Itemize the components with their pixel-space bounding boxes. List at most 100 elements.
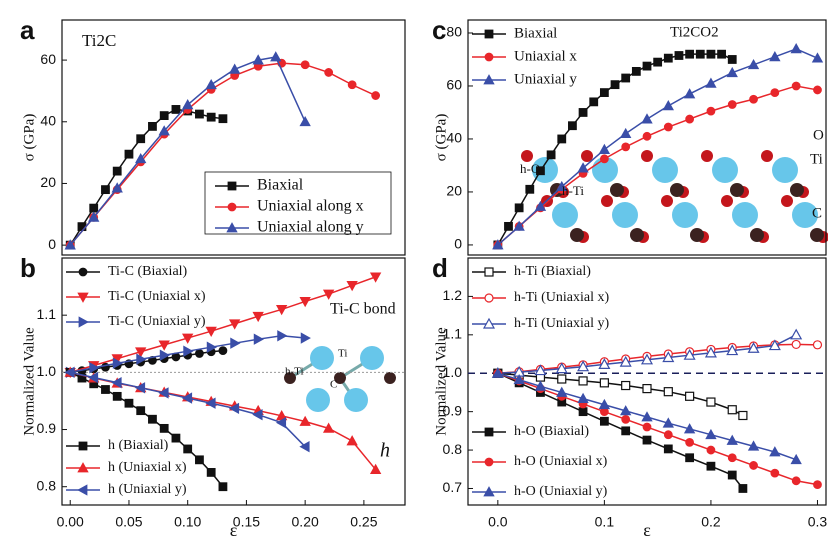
data-point (791, 330, 801, 339)
legend-label: h (Biaxial) (108, 438, 169, 453)
data-point (749, 60, 759, 69)
data-point (113, 167, 121, 175)
data-point (230, 64, 240, 73)
data-point (792, 340, 800, 348)
data-point (707, 462, 715, 470)
atom (384, 372, 396, 384)
data-point (195, 110, 203, 118)
data-point (148, 122, 156, 130)
y-tick-label: 0.9 (443, 402, 463, 418)
x-tick-label: 0.1 (595, 514, 615, 530)
data-point (707, 50, 715, 58)
data-point (728, 101, 736, 109)
atom (672, 202, 698, 228)
y-tick-label: 1.1 (37, 306, 57, 322)
y-tick-label: 1.2 (443, 287, 463, 303)
data-point (579, 408, 587, 416)
atom (790, 183, 804, 197)
panel-label: b (20, 253, 36, 283)
data-point (675, 52, 683, 60)
figure: aσ (GPa)0204060BiaxialUniaxial along xUn… (0, 0, 828, 540)
data-point (600, 379, 608, 387)
legend-label: Uniaxial along x (257, 198, 364, 215)
data-point (504, 222, 512, 230)
y-tick-label: 20 (446, 183, 462, 199)
atom (630, 228, 644, 242)
x-tick-label: 0.0 (488, 514, 508, 530)
data-point (707, 398, 715, 406)
data-point (664, 54, 672, 62)
data-point (643, 385, 651, 393)
legend-label: Uniaxial along y (257, 219, 364, 236)
data-point (685, 89, 695, 98)
atom (612, 202, 638, 228)
data-point (739, 411, 747, 419)
legend-label: h-O (Uniaxial y) (514, 484, 608, 499)
y-tick-label: 20 (40, 174, 56, 190)
data-point (813, 341, 821, 349)
legend-marker (485, 458, 493, 466)
data-point (664, 431, 672, 439)
data-point (558, 135, 566, 143)
data-point (632, 67, 640, 75)
data-point (621, 129, 631, 138)
annotation: h-Ti (285, 366, 304, 378)
atom (360, 346, 384, 370)
data-point (301, 333, 310, 343)
x-tick-label: 0.00 (57, 514, 84, 530)
legend-label: h-O (Uniaxial x) (514, 454, 608, 469)
data-point (207, 468, 215, 476)
legend-marker (78, 485, 87, 495)
x-tick-label: 0.20 (292, 514, 319, 530)
data-point (770, 52, 780, 61)
atom (344, 388, 368, 412)
data-point (707, 446, 715, 454)
data-point (90, 204, 98, 212)
data-point (792, 477, 800, 485)
atom (601, 195, 613, 207)
y-tick-label: 40 (446, 130, 462, 146)
annotation: C (330, 379, 337, 391)
annotation: Ti (810, 151, 823, 167)
atom (552, 202, 578, 228)
y-tick-label: 0 (48, 236, 56, 252)
data-point (219, 347, 227, 355)
y-axis-label: Normalized Value (21, 327, 37, 436)
legend-label: h-Ti (Biaxial) (514, 264, 591, 279)
data-point (686, 438, 694, 446)
data-point (579, 108, 587, 116)
annotation: Ti (338, 348, 347, 360)
data-point (300, 117, 310, 126)
data-point (113, 392, 121, 400)
legend-marker (228, 182, 236, 190)
legend-label: Ti-C (Uniaxial x) (108, 289, 206, 304)
data-point (686, 115, 694, 123)
legend-label: h-Ti (Uniaxial y) (514, 316, 609, 331)
legend-marker (228, 203, 236, 211)
annotation: Ti-C bond (330, 301, 396, 318)
data-point (664, 123, 672, 131)
annotation: Ti2CO2 (670, 24, 719, 40)
data-point (600, 89, 608, 97)
series-line (70, 109, 223, 245)
atom (661, 195, 673, 207)
y-tick-label: 0.7 (443, 479, 463, 495)
data-point (278, 331, 287, 341)
y-tick-label: 0.8 (443, 441, 463, 457)
atom (652, 157, 678, 183)
data-point (727, 68, 737, 77)
data-point (643, 436, 651, 444)
data-point (696, 50, 704, 58)
legend-label: Biaxial (257, 177, 304, 194)
data-point (622, 143, 630, 151)
data-point (654, 58, 662, 66)
data-point (348, 81, 356, 89)
atom (670, 183, 684, 197)
x-tick-label: 0.2 (701, 514, 721, 530)
atom (761, 150, 773, 162)
legend-label: h (Uniaxial x) (108, 460, 187, 475)
series-line (70, 372, 305, 446)
data-point (590, 98, 598, 106)
data-point (812, 53, 822, 62)
data-point (728, 55, 736, 63)
